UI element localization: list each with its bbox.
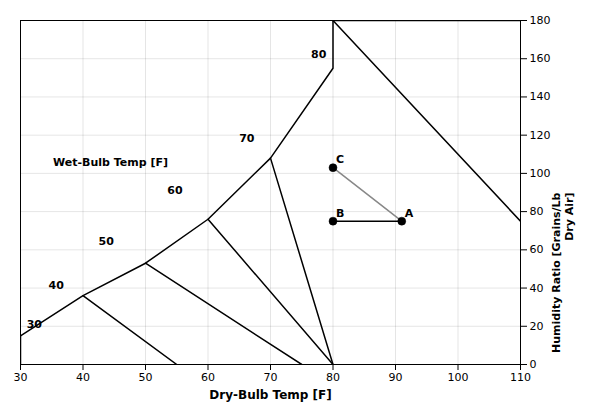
svg-text:30: 30 <box>27 318 43 331</box>
svg-text:50: 50 <box>99 235 115 248</box>
svg-text:120: 120 <box>530 129 551 142</box>
svg-text:70: 70 <box>264 371 278 384</box>
svg-text:60: 60 <box>167 184 183 197</box>
svg-text:70: 70 <box>239 132 255 145</box>
svg-text:160: 160 <box>530 52 551 65</box>
svg-text:Dry-Bulb Temp [F]: Dry-Bulb Temp [F] <box>209 388 331 402</box>
svg-text:Humidity Ratio [Grains/LbDry A: Humidity Ratio [Grains/LbDry Air] <box>550 192 576 353</box>
svg-text:80: 80 <box>311 48 327 61</box>
svg-text:180: 180 <box>530 14 551 27</box>
svg-text:Wet-Bulb Temp [F]: Wet-Bulb Temp [F] <box>53 156 168 169</box>
svg-text:60: 60 <box>201 371 215 384</box>
svg-text:110: 110 <box>510 371 531 384</box>
svg-text:90: 90 <box>389 371 403 384</box>
svg-text:40: 40 <box>530 282 544 295</box>
svg-text:100: 100 <box>530 167 551 180</box>
svg-text:C: C <box>336 153 344 166</box>
svg-text:140: 140 <box>530 90 551 103</box>
svg-text:60: 60 <box>530 243 544 256</box>
svg-text:0: 0 <box>530 358 537 371</box>
svg-text:B: B <box>336 207 344 220</box>
svg-text:30: 30 <box>14 371 28 384</box>
svg-text:40: 40 <box>76 371 90 384</box>
svg-text:80: 80 <box>530 205 544 218</box>
svg-text:20: 20 <box>530 320 544 333</box>
svg-text:50: 50 <box>139 371 153 384</box>
svg-text:40: 40 <box>49 279 65 292</box>
svg-text:A: A <box>405 207 414 220</box>
svg-text:100: 100 <box>448 371 469 384</box>
svg-text:80: 80 <box>326 371 340 384</box>
